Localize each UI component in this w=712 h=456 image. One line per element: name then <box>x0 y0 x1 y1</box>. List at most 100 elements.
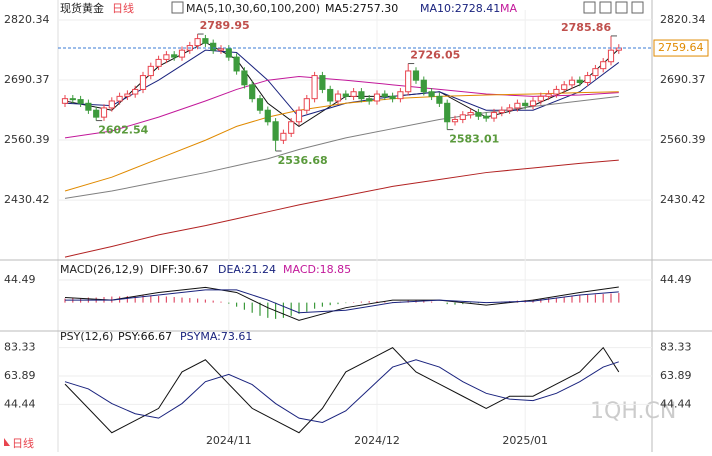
candle-body <box>116 95 123 102</box>
legend-entry: DIFF:30.67 <box>150 263 209 276</box>
candle-body <box>256 98 264 111</box>
candle-body <box>436 95 443 104</box>
candle-body <box>568 79 576 86</box>
candle-body <box>155 58 162 67</box>
candle-body <box>350 91 357 97</box>
extreme-label: 2785.86 <box>561 21 611 34</box>
y-tick-label: 2820.34 <box>4 13 50 26</box>
candle-body <box>358 91 365 100</box>
x-tick-label: 2024/11 <box>206 434 252 447</box>
candle-body <box>451 118 459 123</box>
y-tick-label: 44.49 <box>4 273 36 286</box>
candle-body <box>592 68 599 77</box>
candle-body <box>124 93 131 97</box>
candle-body <box>553 88 560 95</box>
legend-entry: PSY:66.67 <box>118 330 172 343</box>
extreme-label: 2726.05 <box>410 49 460 62</box>
candle-body <box>303 98 310 111</box>
candle-body <box>147 65 154 77</box>
x-tick-label: 2025/01 <box>502 434 548 447</box>
candle-body <box>217 48 225 51</box>
candle-body <box>405 70 412 93</box>
tab-icon <box>4 438 10 446</box>
y-tick-label: 63.89 <box>4 369 36 382</box>
indicator-line <box>64 159 619 258</box>
candle-body <box>288 121 295 134</box>
candle-body <box>561 84 568 90</box>
x-tick-label: 2024/12 <box>354 434 400 447</box>
candle-body <box>373 93 381 102</box>
candle-body <box>264 109 271 123</box>
candle-body <box>428 91 435 97</box>
candle-body <box>311 75 318 100</box>
toolbar[interactable] <box>171 1 644 14</box>
candle-body <box>280 132 287 141</box>
candle-body <box>420 79 427 93</box>
candle-body <box>600 61 607 70</box>
y-tick-label: 2690.37 <box>4 73 50 86</box>
candle-body <box>381 93 388 97</box>
indicator-line <box>64 49 620 118</box>
indicator-line <box>64 91 619 192</box>
panel-title: MACD(26,12,9) <box>60 263 144 276</box>
candle-body <box>202 38 209 44</box>
candle-body <box>225 48 232 58</box>
tool-button[interactable] <box>615 1 628 14</box>
y-tick-label: 2560.39 <box>660 133 706 146</box>
y-tick-label: 83.33 <box>4 341 36 354</box>
candle-body <box>412 70 420 81</box>
candle-body <box>272 121 279 141</box>
extreme-label: 2602.54 <box>98 124 148 137</box>
period-label[interactable]: 日线 <box>112 1 134 15</box>
candle-body <box>178 49 186 58</box>
indicator-line <box>65 289 619 314</box>
candle-body <box>576 79 583 84</box>
candle-body <box>85 102 92 111</box>
y-tick-label: 2430.42 <box>4 193 50 206</box>
candle-body <box>389 95 396 100</box>
legend-entry: PSYMA:73.61 <box>180 330 252 343</box>
candle-body <box>607 49 615 63</box>
y-tick-label: 83.33 <box>660 341 692 354</box>
tool-button[interactable] <box>599 1 612 14</box>
candle-body <box>397 91 404 100</box>
candle-body <box>69 98 76 101</box>
candle-body <box>210 42 217 51</box>
candle-body <box>498 109 505 114</box>
candle-body <box>163 54 170 60</box>
candle-body <box>171 54 178 58</box>
candle-body <box>327 88 334 102</box>
y-tick-label: 44.44 <box>4 397 36 410</box>
y-tick-label: 63.89 <box>660 369 692 382</box>
candle-body <box>139 75 147 90</box>
legend-entry: DEA:21.24 <box>218 263 276 276</box>
legend-entry: MA <box>500 2 517 15</box>
candle-body <box>459 114 466 120</box>
candle-body <box>100 107 108 118</box>
candle-body <box>514 102 521 109</box>
candle-body <box>529 100 537 107</box>
panel-title: PSY(12,6) <box>60 330 113 343</box>
candle-body <box>522 102 529 107</box>
candle-body <box>77 99 84 104</box>
candle-body <box>249 84 256 100</box>
candle-body <box>444 102 451 123</box>
candle-body <box>506 107 513 111</box>
extreme-label: 2583.01 <box>449 133 499 146</box>
tool-button[interactable] <box>631 1 644 14</box>
tool-button[interactable] <box>583 1 596 14</box>
legend-entry: MA5:2757.30 <box>325 2 398 15</box>
candle-body <box>545 93 552 97</box>
candle-body <box>467 112 474 116</box>
candle-body <box>475 112 482 117</box>
candle-body <box>366 98 373 102</box>
y-tick-label: 2820.34 <box>660 13 706 26</box>
last-price-box <box>653 39 709 57</box>
ma-toggle[interactable] <box>171 1 184 14</box>
candle-body <box>61 98 69 104</box>
candle-body <box>241 70 248 86</box>
period-tab[interactable]: 日线 <box>12 436 34 450</box>
legend-entry: MACD:18.85 <box>283 263 351 276</box>
y-tick-label: 44.44 <box>660 397 692 410</box>
